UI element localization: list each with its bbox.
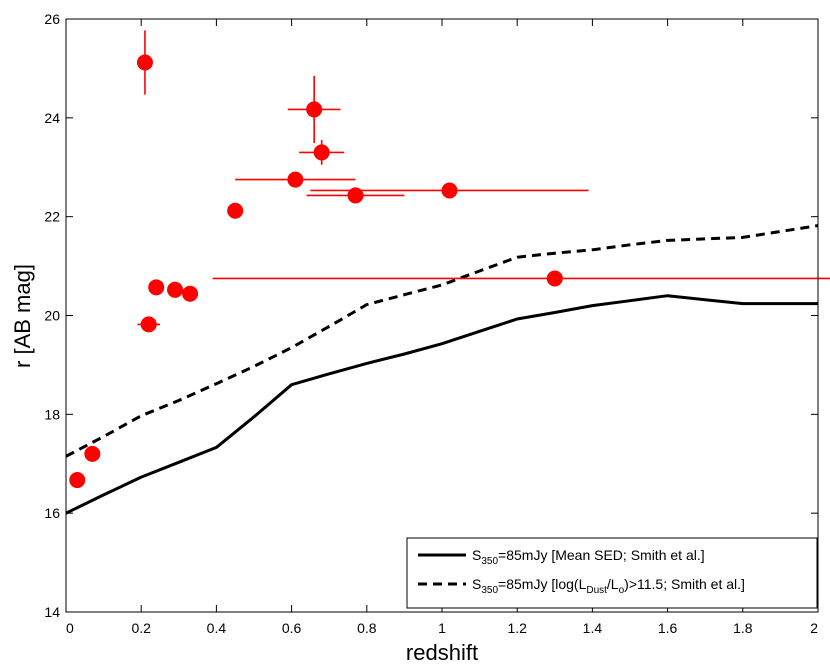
x-tick-label: 1.4 [583, 620, 603, 636]
legend-entry-mean-sed: S350=85mJy [Mean SED; Smith et al.] [472, 547, 705, 567]
legend-box [406, 537, 818, 609]
data-point [441, 182, 458, 199]
x-tick-label: 1.6 [658, 620, 678, 636]
data-point [136, 54, 153, 71]
data-point [140, 316, 157, 333]
y-axis-label: r [AB mag] [10, 264, 35, 368]
x-tick-label: 0.6 [282, 620, 302, 636]
y-tick-labels: 14 16 18 20 22 24 26 [44, 11, 60, 620]
x-tick-label: 0.8 [357, 620, 377, 636]
series-line-high_ldust [65, 224, 819, 458]
y-tick-label: 20 [44, 308, 60, 324]
y-tick-label: 14 [44, 604, 60, 620]
x-tick-label: 1.8 [733, 620, 753, 636]
data-point [227, 202, 244, 219]
y-tick-label: 26 [44, 11, 60, 27]
x-tick-label: 1 [438, 620, 446, 636]
data-point [347, 187, 364, 204]
data-point [546, 270, 563, 287]
model-curves [65, 224, 819, 515]
data-point [182, 285, 199, 302]
x-axis-label: redshift [406, 640, 478, 665]
legend: S350=85mJy [Mean SED; Smith et al.] S350… [406, 537, 818, 609]
data-point [287, 171, 304, 188]
y-tick-label: 24 [44, 110, 60, 126]
x-tick-label: 0 [66, 620, 74, 636]
legend-entry-high-ldust: S350=85mJy [log(LDust/Lo)>11.5; Smith et… [472, 576, 745, 596]
plot-frame [65, 18, 819, 613]
x-tick-labels: 0 0.2 0.4 0.6 0.8 1 1.2 1.4 1.6 1.8 2 [66, 620, 818, 636]
y-tick-label: 16 [44, 505, 60, 521]
data-point [69, 472, 86, 489]
x-tick-label: 2 [810, 620, 818, 636]
data-point [167, 281, 184, 298]
data-point [148, 279, 165, 296]
y-tick-label: 22 [44, 209, 60, 225]
y-tick-label: 18 [44, 406, 60, 422]
x-tick-label: 0.2 [131, 620, 151, 636]
data-points [69, 30, 830, 489]
x-tick-label: 0.4 [207, 620, 227, 636]
data-point [306, 101, 323, 118]
data-point [84, 445, 101, 462]
series-line-mean_sed [65, 294, 818, 515]
data-point [313, 144, 330, 161]
x-tick-label: 1.2 [507, 620, 527, 636]
